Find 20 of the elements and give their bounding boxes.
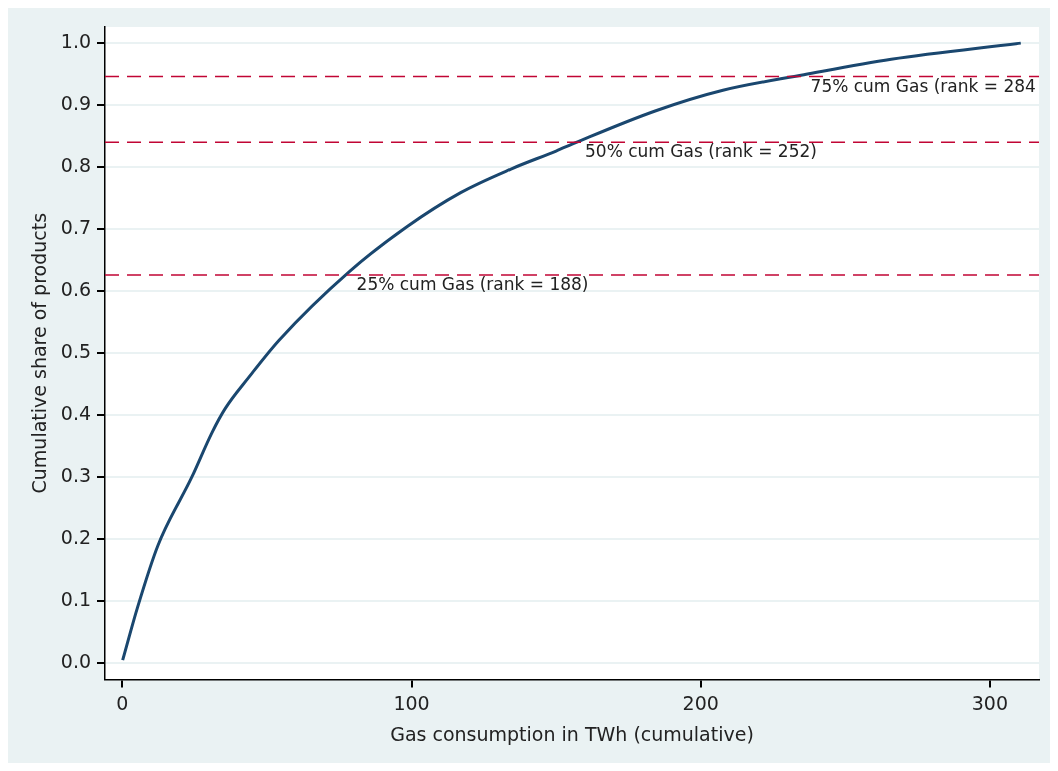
y-tick-label: 0.7 xyxy=(60,216,92,239)
y-axis-title: Cumulative share of products xyxy=(28,212,51,494)
x-tick-label: 100 xyxy=(393,691,430,714)
y-tick-label: 0.4 xyxy=(60,402,92,425)
y-tick-label: 0.5 xyxy=(60,340,92,363)
annotation: 75% cum Gas (rank = 284 xyxy=(810,75,1036,96)
x-axis-title: Gas consumption in TWh (cumulative) xyxy=(390,722,754,745)
y-tick-label: 1.0 xyxy=(60,30,92,53)
annotation: 50% cum Gas (rank = 252) xyxy=(585,141,817,162)
annotation: 25% cum Gas (rank = 188) xyxy=(356,273,589,294)
y-tick-label: 0.8 xyxy=(60,154,92,177)
y-tick-label: 0.3 xyxy=(60,464,92,487)
y-tick-label: 0.0 xyxy=(60,650,92,673)
y-tick-label: 0.9 xyxy=(60,92,92,115)
y-tick-label: 0.2 xyxy=(60,526,92,549)
y-tick-label: 0.6 xyxy=(60,278,92,301)
y-tick-label: 0.1 xyxy=(60,588,92,611)
x-tick-label: 0 xyxy=(116,691,129,714)
x-tick-label: 200 xyxy=(682,691,719,714)
x-tick-label: 300 xyxy=(971,691,1008,714)
